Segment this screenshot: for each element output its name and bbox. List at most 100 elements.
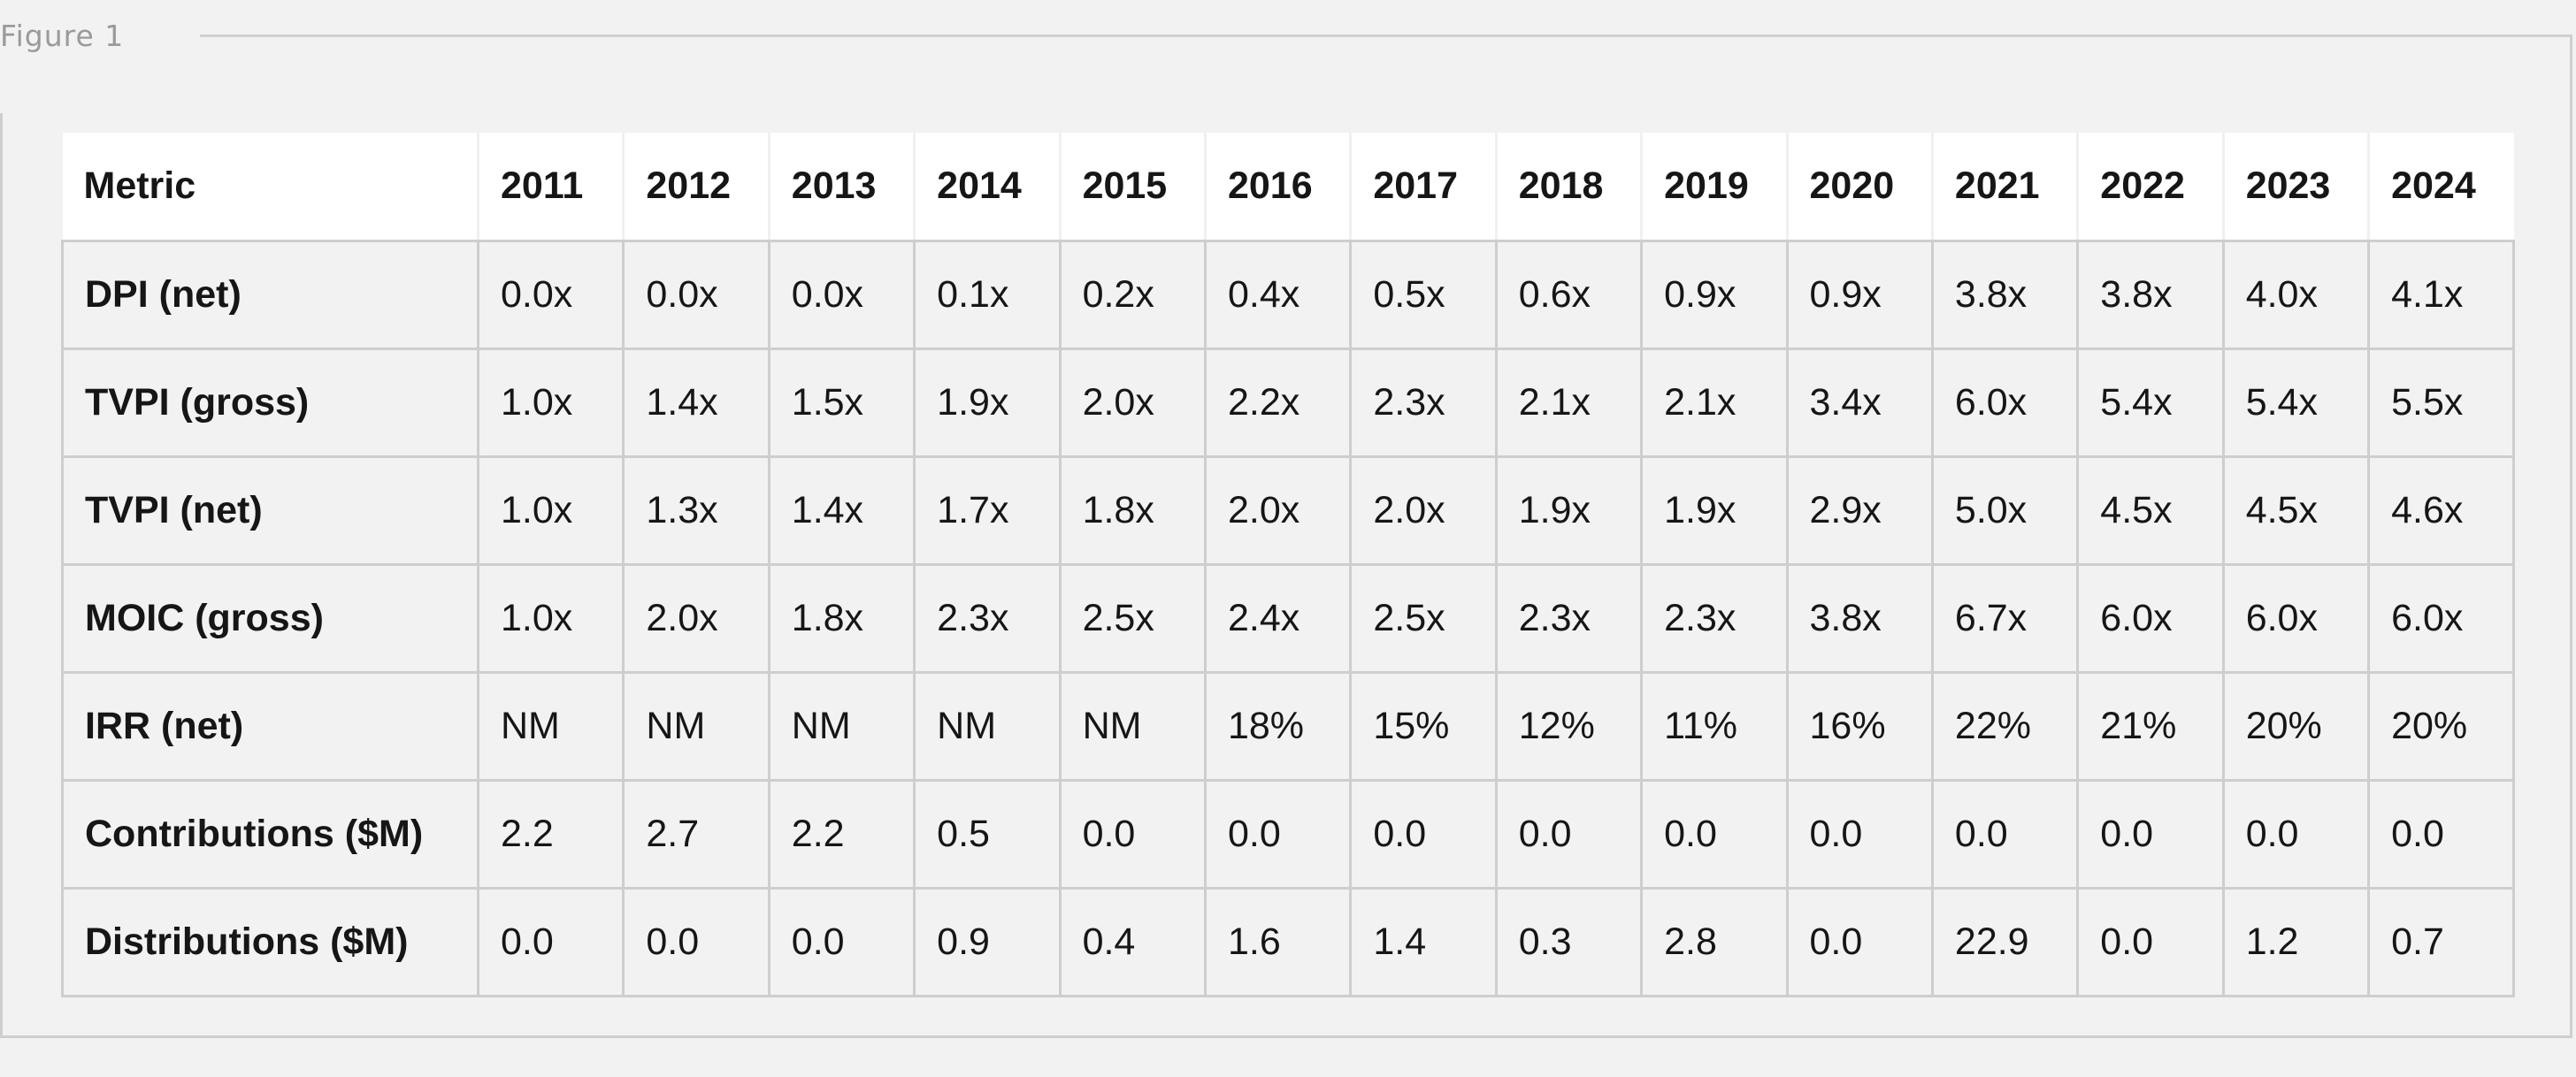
table-cell: 3.8x: [1785, 562, 1934, 674]
table-cell: 1.9x: [913, 347, 1062, 458]
table-cell: 12%: [1494, 670, 1644, 782]
table-cell: 6.0x: [2367, 562, 2516, 674]
table-cell: 2.3x: [1349, 347, 1498, 458]
table-cell: 0.0: [767, 886, 916, 997]
table-cell: 1.7x: [913, 454, 1062, 566]
table-cell: 4.0x: [2221, 239, 2371, 350]
table-cell: 3.8x: [1930, 239, 2080, 350]
column-header-year: 2019: [1641, 133, 1789, 242]
table-cell: 1.4x: [622, 347, 770, 458]
metrics-table: Metric 2011 2012 2013 2014 2015 2016 2017 2018 20…: [61, 133, 2516, 997]
column-header-year: 2023: [2223, 133, 2371, 242]
column-header-year: 2021: [1932, 133, 2080, 242]
column-header-year: 2016: [1205, 133, 1353, 242]
table-row: DPI (net) 0.0x 0.0x 0.0x 0.1x 0.2x 0.4x 0.5x 0.6…: [61, 239, 2516, 350]
table-cell: 0.2x: [1058, 239, 1207, 350]
table-cell: 0.0: [1930, 778, 2080, 890]
table-cell: 0.0x: [767, 239, 916, 350]
table-cell: 2.2x: [1203, 347, 1353, 458]
table-cell: 0.9x: [1785, 239, 1934, 350]
table-cell: 6.7x: [1930, 562, 2080, 674]
row-label: TVPI (gross): [61, 347, 479, 458]
table-cell: 5.5x: [2367, 347, 2516, 458]
column-header-year: 2014: [914, 133, 1062, 242]
table-cell: 1.0x: [476, 454, 625, 566]
table-cell: 0.9: [913, 886, 1062, 997]
table-cell: 16%: [1785, 670, 1934, 782]
table-cell: 5.4x: [2221, 347, 2371, 458]
table-cell: 6.0x: [2221, 562, 2371, 674]
table-cell: NM: [1058, 670, 1207, 782]
table-cell: 0.0: [2367, 778, 2516, 890]
table-cell: 22.9: [1930, 886, 2080, 997]
table-cell: 11%: [1640, 670, 1789, 782]
table-cell: 0.0: [1785, 778, 1934, 890]
table-cell: 18%: [1203, 670, 1353, 782]
table-cell: 1.2: [2221, 886, 2371, 997]
table-cell: 1.8x: [1058, 454, 1207, 566]
table-cell: 22%: [1930, 670, 2080, 782]
table-cell: 0.3: [1494, 886, 1644, 997]
table-row: Contributions ($M) 2.2 2.7 2.2 0.5 0.0 0.0 0.0 0…: [61, 778, 2516, 890]
table-row: TVPI (gross) 1.0x 1.4x 1.5x 1.9x 2.0x 2.2x 2.3x…: [61, 347, 2516, 458]
table-row: Distributions ($M) 0.0 0.0 0.0 0.9 0.4 1.6 1.4 0…: [61, 886, 2516, 997]
column-header-year: 2011: [478, 133, 625, 242]
column-header-year: 2018: [1496, 133, 1644, 242]
row-label: MOIC (gross): [61, 562, 479, 674]
column-header-year: 2020: [1787, 133, 1934, 242]
row-label: IRR (net): [61, 670, 479, 782]
figure-frame-top-border: [200, 34, 2572, 37]
table-cell: 2.2: [476, 778, 625, 890]
table-row: IRR (net) NM NM NM NM NM 18% 15% 12% 11% 16% 22% 21%…: [61, 670, 2516, 782]
table-cell: 2.5x: [1058, 562, 1207, 674]
table-cell: 2.3x: [1640, 562, 1789, 674]
table-cell: 0.5: [913, 778, 1062, 890]
table-cell: 2.2: [767, 778, 916, 890]
column-header-year: 2017: [1350, 133, 1498, 242]
table-cell: 1.8x: [767, 562, 916, 674]
figure-frame-right-border: [2570, 34, 2572, 116]
table-cell: 4.6x: [2367, 454, 2516, 566]
table-cell: 5.0x: [1930, 454, 2080, 566]
table-cell: 1.5x: [767, 347, 916, 458]
table-cell: 0.0: [1203, 778, 1353, 890]
table-cell: 4.5x: [2221, 454, 2371, 566]
table-cell: 0.0: [2221, 778, 2371, 890]
table-cell: 0.0: [1785, 886, 1934, 997]
table-cell: 1.0x: [476, 347, 625, 458]
table-cell: NM: [767, 670, 916, 782]
row-label: Distributions ($M): [61, 886, 479, 997]
table-cell: 2.1x: [1494, 347, 1644, 458]
table-cell: 15%: [1349, 670, 1498, 782]
table-cell: 2.0x: [1349, 454, 1498, 566]
table-cell: 0.0: [1640, 778, 1789, 890]
row-label: TVPI (net): [61, 454, 479, 566]
table-cell: 2.9x: [1785, 454, 1934, 566]
table-cell: 0.1x: [913, 239, 1062, 350]
table-cell: 0.0: [2076, 778, 2225, 890]
table-cell: 0.0x: [476, 239, 625, 350]
table-cell: 4.1x: [2367, 239, 2516, 350]
column-header-year: 2022: [2077, 133, 2225, 242]
table-header-row: Metric 2011 2012 2013 2014 2015 2016 2017 2018 20…: [62, 133, 2514, 242]
table-cell: 2.7: [622, 778, 770, 890]
table-cell: 2.8: [1640, 886, 1789, 997]
table-cell: 2.4x: [1203, 562, 1353, 674]
column-header-year: 2024: [2368, 133, 2514, 242]
table-cell: 1.4: [1349, 886, 1498, 997]
table-cell: 0.9x: [1640, 239, 1789, 350]
table-cell: 3.8x: [2076, 239, 2225, 350]
table-row: TVPI (net) 1.0x 1.3x 1.4x 1.7x 1.8x 2.0x 2.0x 1.…: [61, 454, 2516, 566]
table-cell: 2.0x: [1203, 454, 1353, 566]
column-header-year: 2015: [1060, 133, 1207, 242]
table-cell: 2.3x: [1494, 562, 1644, 674]
column-header-year: 2012: [623, 133, 770, 242]
table-body: DPI (net) 0.0x 0.0x 0.0x 0.1x 0.2x 0.4x 0.5x 0.6…: [61, 239, 2516, 997]
table-cell: 0.0: [1058, 778, 1207, 890]
table-cell: 1.9x: [1640, 454, 1789, 566]
table-row: MOIC (gross) 1.0x 2.0x 1.8x 2.3x 2.5x 2.4x 2.5x…: [61, 562, 2516, 674]
table-cell: 1.6: [1203, 886, 1353, 997]
table-cell: 0.4: [1058, 886, 1207, 997]
table-cell: 0.0: [1494, 778, 1644, 890]
table-cell: 20%: [2367, 670, 2516, 782]
